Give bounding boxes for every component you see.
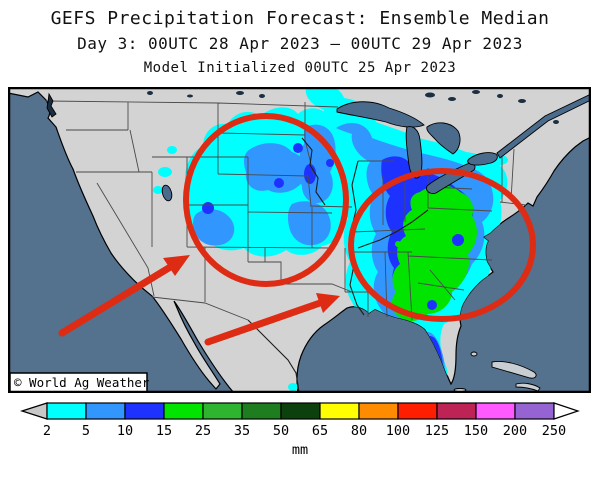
precip-plains-10mm (274, 178, 284, 188)
scale-segment (280, 402, 321, 420)
scale-tick-label: 5 (82, 423, 90, 439)
precip-patch (167, 146, 177, 154)
small-lakes (147, 90, 559, 124)
puget-sound (46, 92, 57, 118)
highlight-circle-southeast (348, 168, 536, 322)
precip-plains-10mm (293, 143, 303, 153)
model-init-subtitle: Model Initialized 00UTC 25 Apr 2023 (143, 60, 457, 76)
scale-segment (436, 402, 477, 420)
scale-tick-label: 35 (234, 423, 250, 439)
precip-plains-10mm (304, 164, 316, 184)
scale-tick-label: 150 (464, 423, 488, 439)
scale-segment (46, 402, 87, 420)
scale-arrow-low (20, 402, 48, 420)
scale-segment (163, 402, 204, 420)
precip-plains-5mm (244, 143, 307, 193)
watermark-text: © World Ag Weather (14, 375, 150, 390)
scale-tick-label: 200 (503, 423, 527, 439)
scale-tick-label: 250 (542, 423, 566, 439)
flow-arrow-southwest-head (163, 255, 190, 276)
lake-ontario (467, 152, 498, 166)
st-lawrence-river (496, 93, 591, 159)
precip-patch (288, 383, 298, 391)
precip-spot-10mm (427, 300, 437, 310)
scale-tick-label: 50 (273, 423, 289, 439)
precip-spot-15mm (395, 241, 401, 247)
flow-arrow-gulf-head (316, 293, 340, 313)
scale-tick-label: 125 (425, 423, 449, 439)
watermark: © World Ag Weather (9, 372, 150, 393)
scale-unit-label: mm (292, 442, 308, 458)
scale-tick-label: 65 (312, 423, 328, 439)
forecast-map: © World Ag Weather (8, 87, 591, 393)
scale-segment (319, 402, 360, 420)
flow-arrow-gulf-shaft (204, 299, 324, 346)
lake-huron (426, 122, 461, 155)
valid-period-subtitle: Day 3: 00UTC 28 Apr 2023 — 00UTC 29 Apr … (77, 34, 523, 53)
great-lakes (46, 92, 591, 202)
precip-plains-10mm (202, 202, 214, 214)
scale-segment (397, 402, 438, 420)
map-frame (8, 87, 591, 393)
highlight-circle-plains (183, 113, 349, 287)
precip-plains-5mm (193, 209, 235, 246)
scale-tick-label: 15 (156, 423, 172, 439)
analyst-annotations (58, 113, 536, 346)
great-salt-lake (161, 184, 173, 202)
scale-segment (475, 402, 516, 420)
precip-east-15mm (391, 185, 477, 322)
precip-patch (158, 167, 172, 177)
flow-arrow-southwest-shaft (58, 262, 176, 337)
caribbean-islands (453, 351, 541, 392)
scale-segment (202, 402, 243, 420)
precip-spot-10mm (452, 234, 464, 246)
scale-tick-label: 25 (195, 423, 211, 439)
page-title: GEFS Precipitation Forecast: Ensemble Me… (50, 8, 550, 29)
precip-color-scale: 2 5 10 15 25 35 50 65 80 100 125 150 200… (20, 402, 580, 458)
scale-arrow-high (553, 402, 580, 420)
scale-segment (85, 402, 126, 420)
scale-tick-label: 80 (351, 423, 367, 439)
scale-tick-label: 100 (386, 423, 410, 439)
scale-segment (124, 402, 165, 420)
scale-segment (241, 402, 282, 420)
scale-tick-label: 10 (117, 423, 133, 439)
precip-patch (153, 186, 163, 194)
scale-segment (514, 402, 555, 420)
lake-superior (336, 101, 425, 128)
scale-tick-label: 2 (43, 423, 51, 439)
precip-plains-10mm (326, 159, 334, 167)
scale-segment (358, 402, 399, 420)
